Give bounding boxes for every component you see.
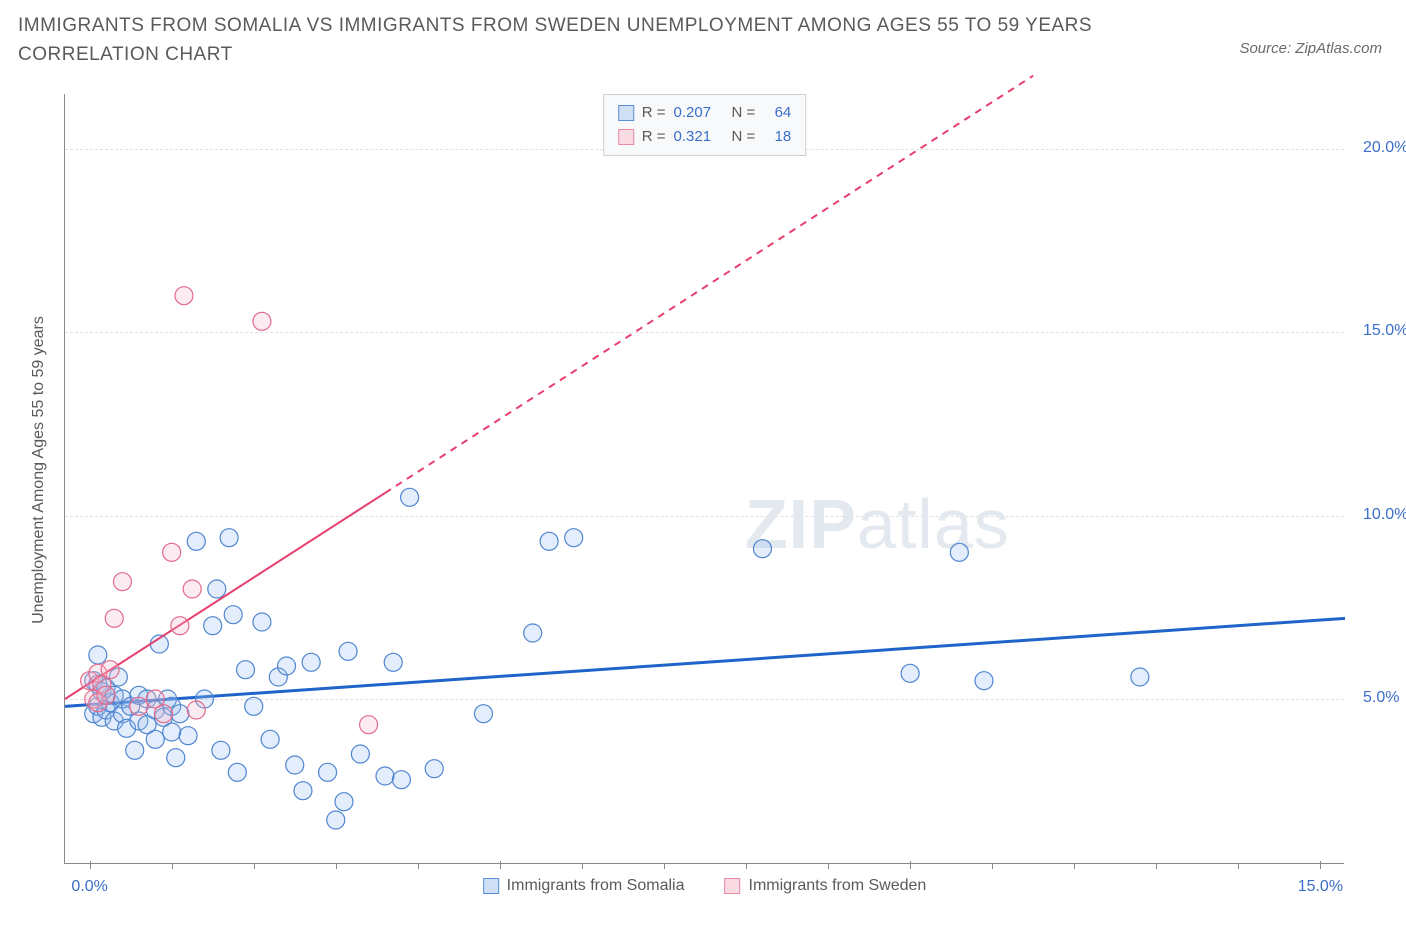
data-point <box>339 642 357 660</box>
data-point <box>524 624 542 642</box>
data-point <box>278 657 296 675</box>
x-minor-tick <box>336 863 337 869</box>
x-minor-tick <box>418 863 419 869</box>
trendline <box>65 618 1345 706</box>
x-minor-tick <box>992 863 993 869</box>
trendline-dashed <box>385 76 1033 493</box>
y-tick-label: 15.0% <box>1363 322 1406 340</box>
data-point <box>146 730 164 748</box>
data-point <box>950 543 968 561</box>
legend-swatch <box>483 878 499 894</box>
data-point <box>228 763 246 781</box>
data-point <box>335 793 353 811</box>
y-tick-label: 20.0% <box>1363 139 1406 157</box>
y-axis-label: Unemployment Among Ages 55 to 59 years <box>30 316 48 624</box>
data-point <box>212 741 230 759</box>
data-point <box>113 573 131 591</box>
x-minor-tick <box>254 863 255 869</box>
data-point <box>565 529 583 547</box>
data-point <box>179 727 197 745</box>
series-legend-label: Immigrants from Somalia <box>507 877 685 895</box>
x-tick <box>90 861 91 869</box>
data-point <box>171 617 189 635</box>
data-point <box>425 760 443 778</box>
data-point <box>360 716 378 734</box>
data-point <box>392 771 410 789</box>
legend-swatch <box>724 878 740 894</box>
x-minor-tick <box>582 863 583 869</box>
data-point <box>183 580 201 598</box>
x-minor-tick <box>828 863 829 869</box>
data-point <box>286 756 304 774</box>
x-minor-tick <box>1238 863 1239 869</box>
data-point <box>975 672 993 690</box>
data-point <box>204 617 222 635</box>
x-tick-label: 0.0% <box>71 878 107 896</box>
data-point <box>1131 668 1149 686</box>
x-minor-tick <box>172 863 173 869</box>
data-point <box>384 653 402 671</box>
data-point <box>294 782 312 800</box>
series-legend-item: Immigrants from Sweden <box>724 877 926 895</box>
data-point <box>89 646 107 664</box>
data-point <box>401 488 419 506</box>
data-point <box>261 730 279 748</box>
data-point <box>224 606 242 624</box>
data-point <box>187 701 205 719</box>
data-point <box>302 653 320 671</box>
data-point <box>175 287 193 305</box>
x-minor-tick <box>664 863 665 869</box>
chart-plot-area: ZIPatlas R =0.207N =64R =0.321N =18 0.0%… <box>64 94 1344 864</box>
data-point <box>351 745 369 763</box>
x-tick <box>500 861 501 869</box>
data-point <box>245 697 263 715</box>
x-tick-label: 15.0% <box>1298 878 1343 896</box>
data-point <box>253 312 271 330</box>
data-point <box>101 661 119 679</box>
x-tick <box>910 861 911 869</box>
data-point <box>237 661 255 679</box>
data-point <box>154 705 172 723</box>
y-tick-label: 10.0% <box>1363 506 1406 524</box>
data-point <box>171 705 189 723</box>
series-legend-label: Immigrants from Sweden <box>748 877 926 895</box>
data-point <box>474 705 492 723</box>
chart-title: IMMIGRANTS FROM SOMALIA VS IMMIGRANTS FR… <box>18 12 1138 69</box>
x-minor-tick <box>1156 863 1157 869</box>
data-point <box>327 811 345 829</box>
source-attribution: Source: ZipAtlas.com <box>1239 40 1382 57</box>
x-tick <box>1320 861 1321 869</box>
x-minor-tick <box>746 863 747 869</box>
data-point <box>130 697 148 715</box>
data-point <box>376 767 394 785</box>
data-point <box>253 613 271 631</box>
x-minor-tick <box>1074 863 1075 869</box>
data-point <box>540 532 558 550</box>
data-point <box>208 580 226 598</box>
data-point <box>163 543 181 561</box>
y-tick-label: 5.0% <box>1363 689 1399 707</box>
data-point <box>105 609 123 627</box>
series-legend: Immigrants from Somalia Immigrants from S… <box>483 877 927 895</box>
chart-svg <box>65 94 1344 863</box>
series-legend-item: Immigrants from Somalia <box>483 877 685 895</box>
data-point <box>319 763 337 781</box>
data-point <box>126 741 144 759</box>
data-point <box>167 749 185 767</box>
data-point <box>220 529 238 547</box>
data-point <box>187 532 205 550</box>
data-point <box>97 686 115 704</box>
data-point <box>753 540 771 558</box>
data-point <box>163 723 181 741</box>
data-point <box>901 664 919 682</box>
